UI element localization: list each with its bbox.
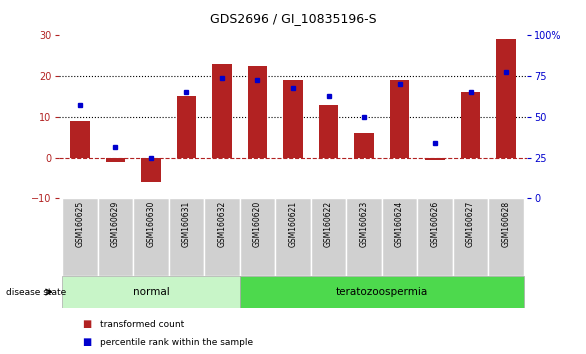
Bar [417,198,453,276]
Bar [141,158,161,182]
Text: GSM160627: GSM160627 [466,201,475,247]
Text: GSM160621: GSM160621 [288,201,298,247]
Bar [496,40,516,158]
Bar [453,198,488,276]
Text: percentile rank within the sample: percentile rank within the sample [100,338,253,347]
Bar [319,105,338,158]
Bar [70,121,90,158]
Bar [390,80,409,158]
Text: GSM160626: GSM160626 [431,201,440,247]
Text: GSM160623: GSM160623 [360,201,369,247]
Bar [488,198,524,276]
Text: GSM160622: GSM160622 [324,201,333,247]
Bar [355,133,374,158]
Bar [248,66,267,158]
Text: GSM160632: GSM160632 [217,201,226,247]
Bar [346,198,382,276]
Bar [283,80,303,158]
Text: GSM160620: GSM160620 [253,201,262,247]
Text: GSM160625: GSM160625 [76,201,84,247]
Bar [425,158,445,160]
Bar [133,198,169,276]
Text: GSM160624: GSM160624 [395,201,404,247]
Text: GSM160630: GSM160630 [146,201,155,247]
Bar [461,92,481,158]
Bar [240,198,275,276]
Bar [204,198,240,276]
Bar [382,198,417,276]
Text: GDS2696 / GI_10835196-S: GDS2696 / GI_10835196-S [210,12,376,25]
Bar [105,158,125,161]
Bar [169,198,204,276]
Bar [275,198,311,276]
Text: ■: ■ [82,319,91,329]
Bar [177,96,196,158]
Bar [212,64,231,158]
Text: ■: ■ [82,337,91,348]
Text: GSM160628: GSM160628 [502,201,510,247]
Text: disease state: disease state [6,287,66,297]
Text: GSM160629: GSM160629 [111,201,120,247]
Bar [240,276,524,308]
Bar [311,198,346,276]
Text: teratozoospermia: teratozoospermia [336,287,428,297]
Text: normal: normal [132,287,169,297]
Text: GSM160631: GSM160631 [182,201,191,247]
Text: transformed count: transformed count [100,320,184,329]
Bar [98,198,133,276]
Bar [62,198,98,276]
Bar [62,276,240,308]
